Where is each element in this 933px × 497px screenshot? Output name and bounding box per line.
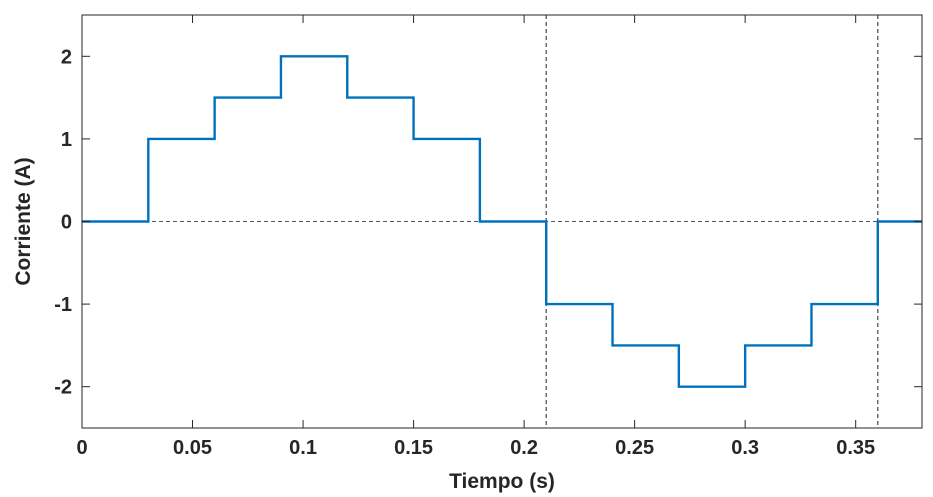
y-tick-label: 2 [61,46,72,68]
x-tick-label: 0.15 [394,437,433,459]
x-tick-label: 0.25 [615,437,654,459]
y-axis-label: Corriente (A) [12,157,35,285]
x-tick-label: 0.05 [173,437,212,459]
x-tick-label: 0.2 [510,437,538,459]
tick-labels: 0 0.05 0.1 0.15 0.2 0.25 0.3 0.35 -2 -1 0 1 2 [54,46,875,459]
axes-layer [81,14,923,429]
y-tick-label: 0 [61,212,72,234]
current-series-line [82,55,922,388]
x-tick-label: 0.1 [289,437,317,459]
y-tick-label: -2 [54,377,72,399]
x-tick-label: 0.35 [836,437,875,459]
x-tick-label: 0.3 [731,437,759,459]
x-tick-label: 0 [76,437,87,459]
y-tick-label: -1 [54,294,72,316]
series-layer [82,55,922,388]
x-axis-label: Tiempo (s) [449,470,555,493]
y-tick-label: 1 [61,129,72,151]
